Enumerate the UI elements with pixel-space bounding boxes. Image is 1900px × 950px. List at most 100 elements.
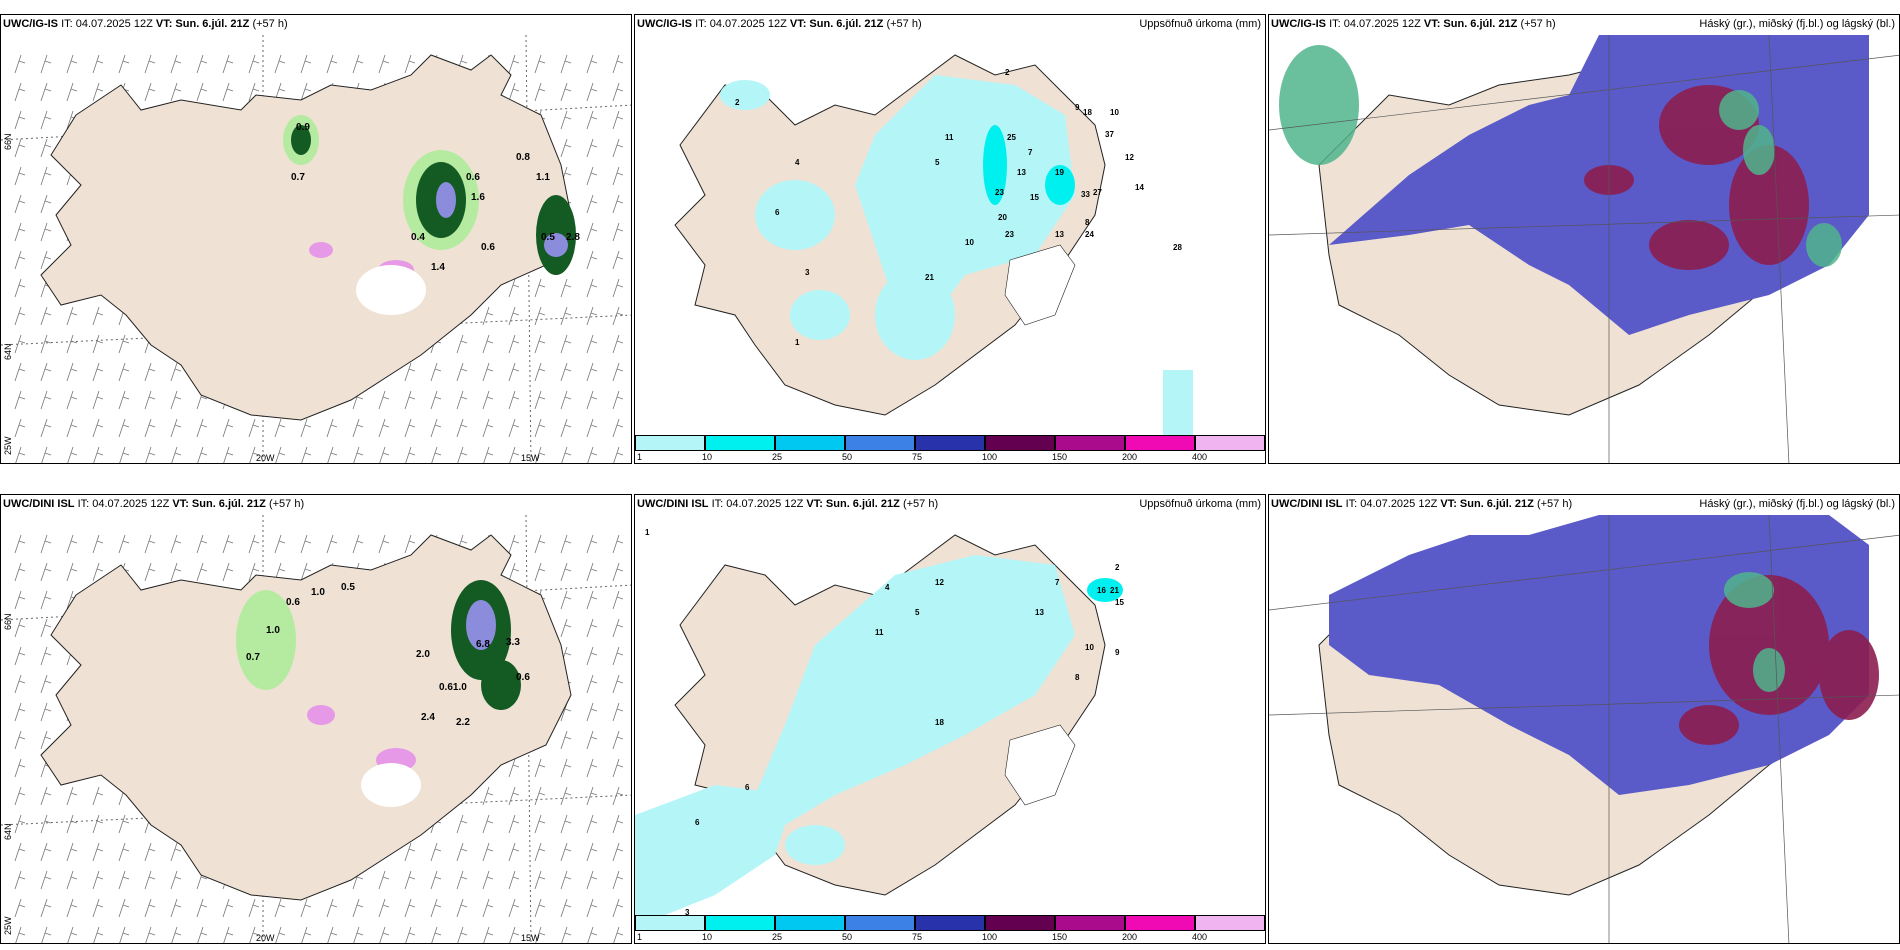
wind-barb [40,82,52,102]
wind-barb [612,418,624,438]
wind-barb [378,870,390,890]
wind-barb [457,926,468,943]
wind-barb [612,898,624,918]
wind-barb [404,898,416,918]
wind-barb [144,842,156,862]
wind-barb [41,446,52,463]
wind-barb [326,534,338,554]
wind-barb [353,446,364,463]
svg-text:1: 1 [795,338,800,347]
wind-barb [14,618,26,638]
wind-barb [508,390,520,410]
lon-label-15w: 15W [521,933,540,943]
svg-text:3: 3 [685,908,690,917]
wind-barb [378,390,390,410]
wind-barb [40,870,52,890]
panel-title: UWC/IG-IS IT: 04.07.2025 12Z VT: Sun. 6.… [3,18,288,30]
wind-barb [14,390,26,410]
wind-barb [326,418,338,438]
wind-barb [14,250,26,270]
wind-barb [586,334,598,354]
wind-barb [40,814,52,834]
wind-barb [508,54,520,74]
wind-barb [222,562,234,582]
wind-barb [508,898,520,918]
wind-barb [508,362,520,382]
wind-barb [40,110,52,130]
wind-barb [301,926,312,943]
wind-barb [92,786,104,806]
wind-barb [40,646,52,666]
svg-text:0.6: 0.6 [481,242,495,253]
wind-barb [586,82,598,102]
svg-text:8: 8 [1075,673,1080,682]
wind-barb [457,446,468,463]
colorbar-segment [635,915,705,931]
colorbar: 1 10 25 50 75 100 150 200 400 [635,435,1265,463]
wind-barb [145,926,156,943]
wind-barb [612,702,624,722]
svg-text:21: 21 [1110,586,1119,595]
svg-text:25: 25 [1007,133,1016,142]
wind-barb [66,786,78,806]
wind-barb [482,418,494,438]
wind-barb [353,926,364,943]
svg-text:6: 6 [695,818,700,827]
precip-map: 2 9 18 10 25 37 13 23 19 15 33 27 24 14 … [674,54,1193,445]
wind-barb [587,446,598,463]
panel-title: UWC/DINI ISL IT: 04.07.2025 12Z VT: Sun.… [3,498,305,510]
wind-barb [14,590,26,610]
panel-top-left: UWC/IG-IS IT: 04.07.2025 12Z VT: Sun. 6.… [0,14,632,464]
wind-barb [560,138,572,158]
svg-text:1.0: 1.0 [266,625,280,636]
svg-text:0.6: 0.6 [286,597,300,608]
svg-text:27: 27 [1093,188,1102,197]
wind-barb [197,926,208,943]
svg-text:23: 23 [995,188,1004,197]
wind-barb [586,54,598,74]
wind-barb [612,250,624,270]
wind-barb [118,898,130,918]
wind-barb [66,362,78,382]
colorbar-segment [705,435,775,451]
wind-barb [15,446,26,463]
wind-barb [223,926,234,943]
wind-barb [118,54,130,74]
wind-barb [508,334,520,354]
wind-barb [482,842,494,862]
precip-map: 1 2 3 4 5 6 7 8 9 10 11 13 15 16 18 21 1… [635,528,1124,920]
wind-barb [119,446,130,463]
wind-barb [170,898,182,918]
wind-barb [508,82,520,102]
wind-barb [586,166,598,186]
wind-barb [170,562,182,582]
wind-barb [222,898,234,918]
wind-barb [40,194,52,214]
wind-barb [40,334,52,354]
svg-text:2: 2 [1005,68,1010,77]
wind-barb [92,814,104,834]
lat-label-66n: 66N [3,613,13,630]
colorbar-segment [1195,435,1265,451]
wind-barb [586,758,598,778]
svg-text:8: 8 [1085,218,1090,227]
svg-text:1.1: 1.1 [536,172,550,183]
wind-barb [586,138,598,158]
colorbar-segment [1055,435,1125,451]
wind-barb [483,926,494,943]
wind-barb [300,82,312,102]
wind-barb [612,674,624,694]
wind-barb [404,362,416,382]
wind-barb [456,898,468,918]
colorbar-tick: 50 [842,452,853,462]
svg-text:18: 18 [1083,108,1092,117]
wind-barb [171,926,182,943]
wind-barb [14,870,26,890]
wind-barb [40,786,52,806]
wind-barb [40,702,52,722]
wind-barb [144,390,156,410]
precip-labels: 1 2 3 4 5 6 7 8 9 10 11 13 15 16 18 21 1… [645,528,1124,917]
wind-barb [404,390,416,410]
wind-barb [14,842,26,862]
colorbar-tick: 10 [702,452,713,462]
